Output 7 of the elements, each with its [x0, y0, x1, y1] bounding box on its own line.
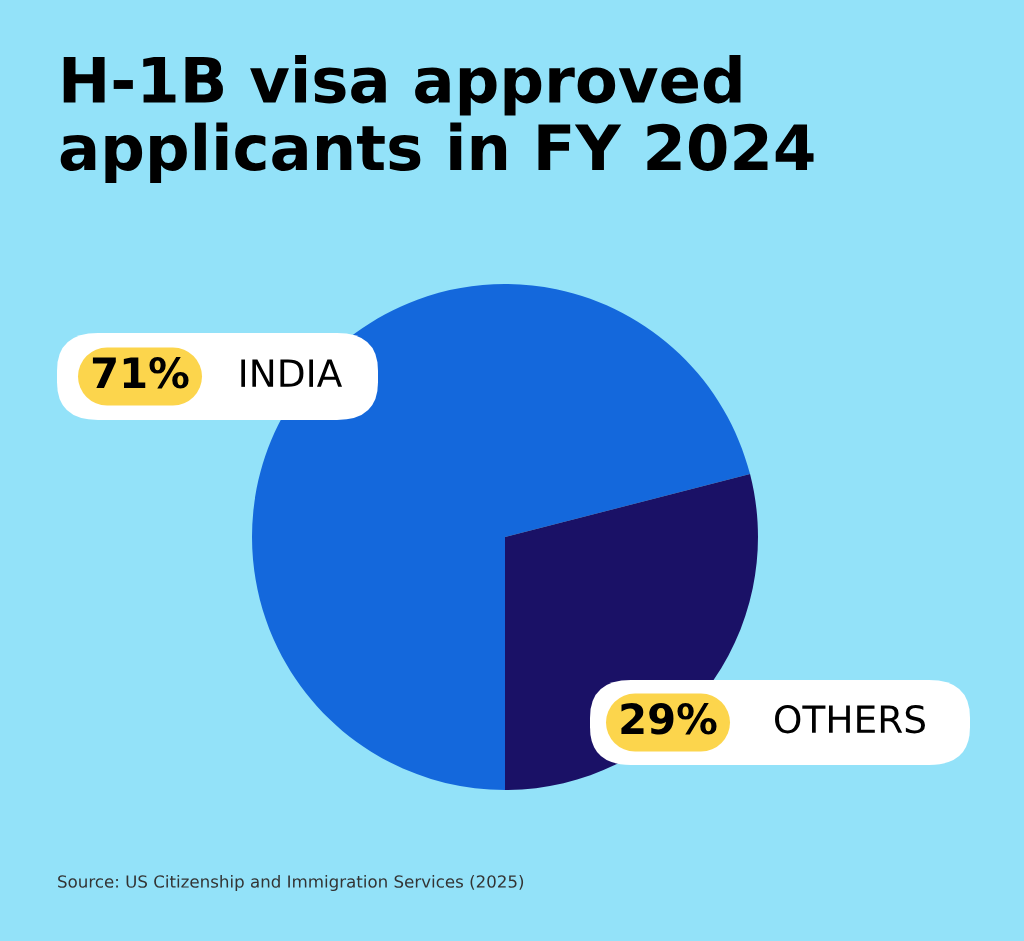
slice-label: OTHERS: [775, 705, 925, 734]
data-label: 71%: [92, 357, 189, 389]
source-note: Source: US Citizenship and Immigration Services (2025): [58, 874, 524, 892]
pie-slice: [505, 474, 758, 790]
slice-label: INDIA: [241, 359, 343, 387]
data-label: 29%: [621, 703, 717, 735]
chart-title: H-1B visa approved applicants in FY 2024: [60, 55, 814, 184]
